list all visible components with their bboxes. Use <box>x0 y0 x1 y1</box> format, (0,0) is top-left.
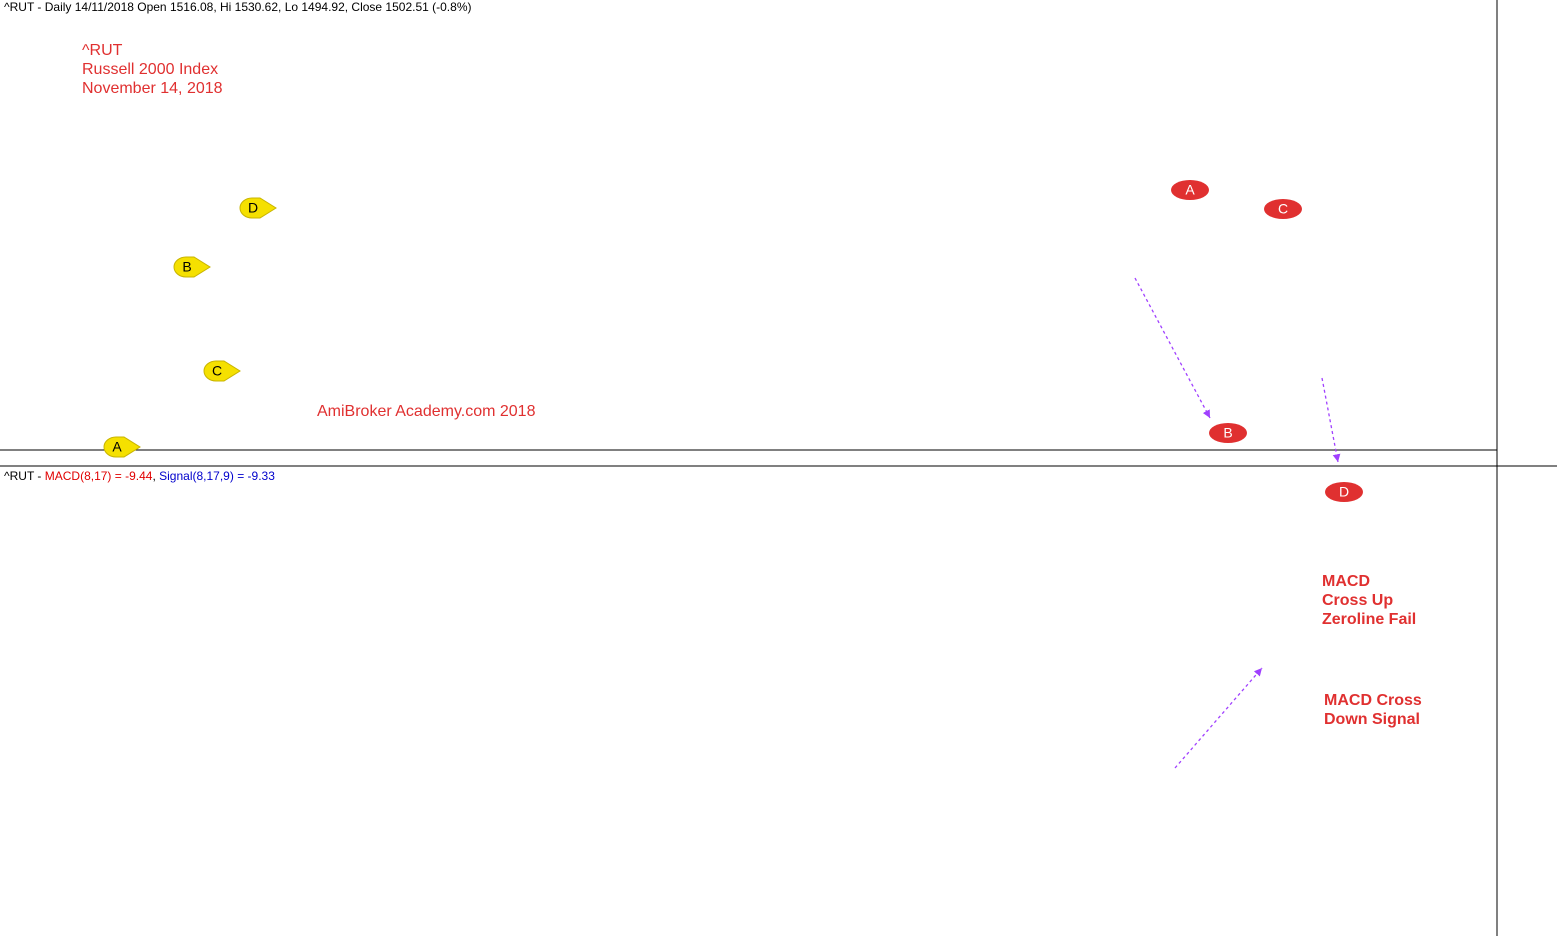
wave-marker <box>1171 180 1209 200</box>
annotation: Down Signal <box>1324 711 1420 728</box>
annotation: MACD Cross <box>1324 692 1422 709</box>
yellow-markers <box>103 197 277 458</box>
annotation: November 14, 2018 <box>82 80 223 97</box>
arrow <box>1321 377 1341 463</box>
wave-label: B <box>1223 425 1232 441</box>
red-markers <box>1171 180 1363 502</box>
wave-marker <box>203 360 241 382</box>
wave-label: A <box>112 439 122 455</box>
annotation: Zeroline Fail <box>1322 611 1416 628</box>
arrow <box>1174 667 1263 769</box>
wave-label: D <box>1339 484 1349 500</box>
arrow <box>1134 277 1211 419</box>
annotation: Russell 2000 Index <box>82 61 218 78</box>
wave-marker <box>239 197 277 219</box>
wave-label: C <box>1278 201 1288 217</box>
wave-label: C <box>212 363 222 379</box>
wave-marker <box>1264 199 1302 219</box>
price-header: ^RUT - Daily 14/11/2018 Open 1516.08, Hi… <box>4 0 471 14</box>
wave-label: B <box>182 259 191 275</box>
annotation: MACD <box>1322 573 1370 590</box>
annotation: ^RUT <box>82 42 123 59</box>
wave-label: D <box>248 200 258 216</box>
annotation: Cross Up <box>1322 592 1393 609</box>
annotation: AmiBroker Academy.com 2018 <box>317 403 536 420</box>
macd-header: ^RUT - MACD(8,17) = -9.44, Signal(8,17,9… <box>4 469 275 483</box>
wave-marker <box>1325 482 1363 502</box>
wave-marker <box>1209 423 1247 443</box>
wave-marker <box>173 256 211 278</box>
wave-label: A <box>1185 182 1195 198</box>
wave-marker <box>103 436 141 458</box>
